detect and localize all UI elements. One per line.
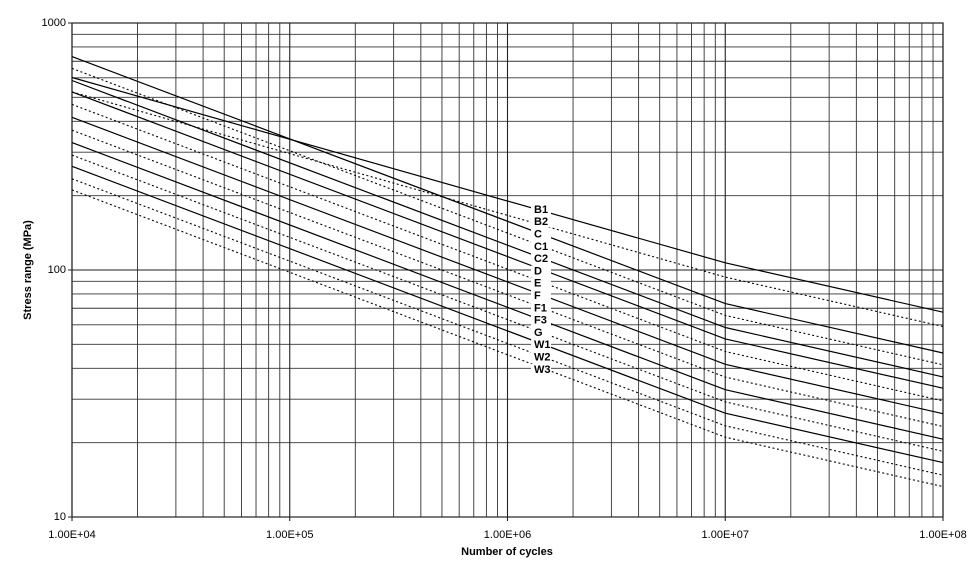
series-label: W1 [534,339,551,351]
x-tick-label: 1.00E+06 [484,529,531,541]
label-bg [531,240,551,252]
series-line [71,178,944,476]
plot-frame [71,22,944,518]
series-line [71,67,944,366]
y-tick-label: 10 [54,511,66,523]
series-line [71,116,944,415]
series-line [71,103,944,402]
series-label: B1 [534,204,548,216]
series-line [71,189,944,488]
series-label: F [534,290,541,302]
series-line [71,142,944,440]
label-bg [531,302,551,314]
x-tick-label: 1.00E+07 [702,529,749,541]
y-tick-label: 1000 [42,17,66,29]
series-label: C [534,229,542,241]
label-bg [531,314,551,326]
x-tick-label: 1.00E+05 [266,529,313,541]
label-bg [531,228,551,240]
series-label: G [534,327,543,339]
series-line [71,91,944,328]
label-bg [531,216,551,228]
series-label: B2 [534,216,548,228]
y-axis-label: Stress range (MPa) [22,220,34,320]
label-bg [531,363,551,375]
series-label: W2 [534,352,551,364]
label-bg [531,339,551,351]
label-bg [531,265,551,277]
series-line [71,56,944,354]
series-label: E [534,278,541,290]
series-line [71,129,944,428]
series-line [71,154,944,452]
series-line [71,79,944,378]
series-label: D [534,265,542,277]
label-bg [531,277,551,289]
x-tick-label: 1.00E+04 [48,529,95,541]
label-bg [531,351,551,363]
x-axis-label: Number of cycles [461,546,553,558]
series-label: C2 [534,253,548,265]
series-line [71,165,944,464]
series-line [71,91,944,389]
label-bg [531,253,551,265]
series-label: W3 [534,364,551,376]
y-tick-label: 100 [48,264,66,276]
series-label: F1 [534,302,547,314]
label-bg [531,327,551,338]
series-label: F3 [534,315,547,327]
x-tick-label: 1.00E+08 [919,529,966,541]
label-bg [531,204,551,215]
label-bg [531,290,551,302]
series-label: C1 [534,241,548,253]
